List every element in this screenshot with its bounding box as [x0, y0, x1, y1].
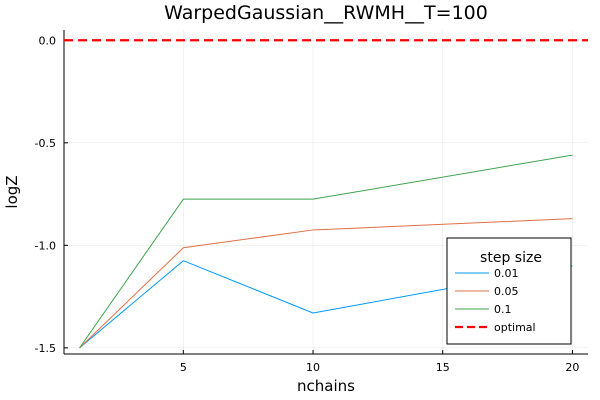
legend-item-optimal: optimal	[455, 321, 536, 334]
y-tick-label-2: -1.0	[35, 239, 56, 252]
x-axis-title: nchains	[297, 377, 355, 395]
y-axis-title: logZ	[3, 175, 21, 208]
legend-label-0.05: 0.05	[494, 285, 519, 298]
plot-area	[64, 39, 588, 349]
legend-item-0.05: 0.05	[455, 285, 519, 298]
legend-label-0.1: 0.1	[494, 303, 512, 316]
y-tick-label-1: -0.5	[35, 137, 56, 150]
tick-labels: 5 10 15 20 0.0 -0.5 -1.0 -1.5	[35, 34, 580, 374]
legend-label-optimal: optimal	[494, 321, 536, 334]
legend-item-0.1: 0.1	[455, 303, 512, 316]
legend-item-0.01: 0.01	[455, 267, 519, 280]
series-line-0.05	[79, 218, 573, 349]
x-tick-label-1: 10	[306, 361, 320, 374]
series-line-0.1	[79, 154, 573, 349]
x-tick-label-3: 20	[565, 361, 579, 374]
legend-items: 0.01 0.05 0.1 optimal	[455, 267, 536, 334]
legend-label-0.01: 0.01	[494, 267, 519, 280]
y-tick-label-3: -1.5	[35, 342, 56, 355]
y-tick-label-0: 0.0	[39, 34, 57, 47]
axes	[63, 30, 588, 355]
x-tick-label-2: 15	[436, 361, 450, 374]
x-tick-label-0: 5	[180, 361, 187, 374]
chart-title: WarpedGaussian__RWMH__T=100	[164, 2, 488, 24]
series-line-0.01	[79, 260, 573, 349]
legend-title: step size	[480, 250, 542, 266]
legend: step size 0.01 0.05 0.1 optimal	[446, 237, 572, 345]
